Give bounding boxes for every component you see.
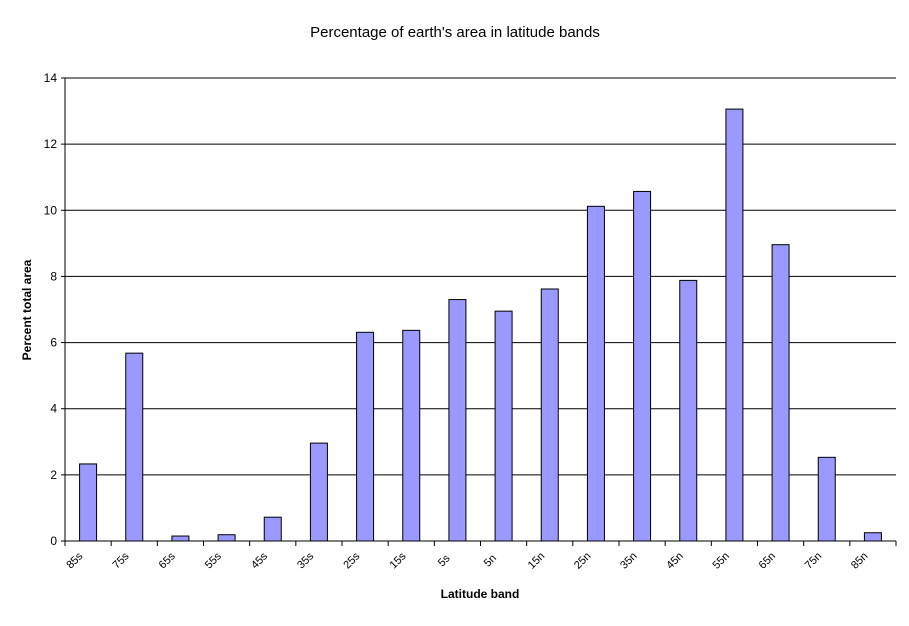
bar-75s <box>125 352 144 542</box>
bar-5s <box>448 299 467 542</box>
x-tick-label: 15n <box>526 550 547 571</box>
y-tick-label: 12 <box>44 137 58 151</box>
bar-45s <box>263 516 282 542</box>
gridlines <box>65 77 896 476</box>
x-tick-label: 35s <box>295 550 316 571</box>
bar-15n <box>540 288 559 542</box>
axes <box>64 78 896 542</box>
y-tick-label: 2 <box>50 468 57 482</box>
x-tick-label: 85s <box>64 550 85 571</box>
x-tick-label: 25s <box>341 550 362 571</box>
bar-5n <box>494 310 513 542</box>
y-tick-label: 4 <box>50 402 57 416</box>
x-tick-label: 25n <box>572 550 593 571</box>
bar-55s <box>217 534 236 542</box>
bars <box>79 108 882 542</box>
x-tick-label: 55s <box>203 550 224 571</box>
y-axis-label: Percent total area <box>20 259 34 360</box>
x-tick-label: 65n <box>757 550 778 571</box>
bar-75n <box>817 456 836 542</box>
bar-65s <box>171 535 190 542</box>
y-tick-label: 6 <box>50 336 57 350</box>
bar-65n <box>771 244 790 542</box>
y-axis-ticks: 0 2 4 6 8 10 12 14 <box>44 71 65 548</box>
x-tick-label: 75n <box>803 550 824 571</box>
bar-35s <box>309 442 328 542</box>
bar-25s <box>356 331 375 542</box>
chart-title: Percentage of earth's area in latitude b… <box>310 24 600 41</box>
bar-45n <box>679 279 698 542</box>
x-axis-label: Latitude band <box>441 587 520 601</box>
bar-35n <box>633 190 652 542</box>
y-tick-label: 10 <box>44 203 58 217</box>
x-tick-label: 85n <box>849 550 870 571</box>
x-tick-label: 45n <box>664 550 685 571</box>
x-tick-label: 75s <box>111 550 132 571</box>
x-tick-label: 55n <box>710 550 731 571</box>
y-tick-label: 14 <box>44 71 58 85</box>
x-tick-label: 35n <box>618 550 639 571</box>
x-tick-label: 15s <box>388 550 409 571</box>
bar-85n <box>863 532 882 542</box>
bar-15s <box>402 329 421 542</box>
bar-55n <box>725 108 744 542</box>
x-tick-label: 5s <box>436 552 453 569</box>
y-tick-label: 8 <box>50 269 57 283</box>
x-tick-label: 5n <box>482 552 499 569</box>
x-axis-ticks: 85s 75s 65s 55s 45s 35s 25s 15s 5s 5n 15n 25n 35n 45n… <box>64 541 897 572</box>
bar-85s <box>79 463 98 542</box>
y-tick-label: 0 <box>50 534 57 548</box>
bar-25n <box>586 205 605 542</box>
x-tick-label: 45s <box>249 550 270 571</box>
x-tick-label: 65s <box>157 550 178 571</box>
